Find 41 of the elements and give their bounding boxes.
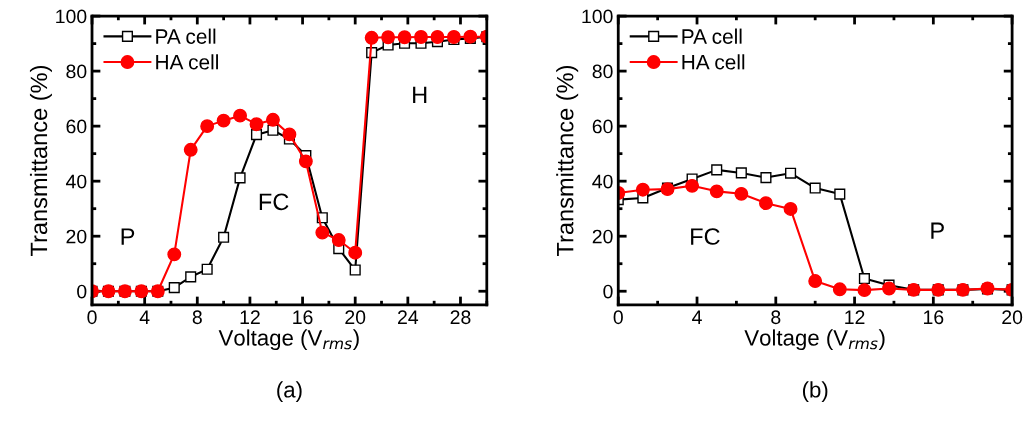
annotation: H: [413, 86, 427, 104]
x-axis-title: Voltage (V$_{rms}$): [218, 329, 359, 351]
y-tick-label: 100: [582, 9, 613, 24]
y-tick-label: 60: [66, 119, 87, 134]
y-tick-label: 20: [592, 229, 613, 244]
y-tick-label: 0: [603, 284, 613, 299]
y-tick-label: 80: [592, 64, 613, 79]
x-tick-label: 24: [398, 310, 419, 324]
x-tick-label: 12: [240, 310, 260, 324]
x-tick-label: 28: [450, 310, 471, 325]
x-tick-label: 20: [345, 310, 366, 325]
text: (b): [802, 381, 828, 402]
y-tick-label: 20: [66, 229, 87, 244]
y-axis-title: Transmittance (%): [29, 66, 52, 256]
x-tick-label: 16: [293, 310, 313, 325]
text: (a): [277, 381, 302, 402]
legend-label: PA cell: [682, 28, 742, 44]
annotation: P: [931, 222, 944, 239]
annotation: FC: [259, 193, 289, 211]
y-tick-label: 40: [65, 174, 87, 189]
y-tick-label: 40: [592, 174, 613, 189]
legend-label: HA cell: [156, 54, 218, 70]
y-tick-label: 100: [56, 9, 87, 24]
x-tick-label: 8: [771, 310, 781, 325]
x-tick-label: 4: [692, 310, 702, 324]
x-tick-label: 4: [139, 310, 150, 324]
annotation: FC: [691, 228, 720, 245]
y-axis-title: Transmittance (%): [556, 66, 579, 256]
y-tick-label: 0: [77, 284, 87, 299]
x-axis-title: Voltage (V$_{rms}$): [744, 329, 885, 351]
x-tick-label: 0: [87, 310, 97, 325]
y-tick-label: 60: [592, 119, 613, 134]
x-tick-label: 12: [845, 310, 865, 324]
x-tick-label: 0: [613, 310, 623, 325]
x-tick-label: 8: [192, 310, 202, 325]
annotation: P: [121, 228, 135, 245]
y-tick-label: 80: [66, 64, 87, 79]
x-tick-label: 20: [1002, 310, 1023, 325]
x-tick-label: 16: [924, 310, 944, 325]
legend-label: HA cell: [682, 54, 745, 70]
legend-label: PA cell: [156, 28, 216, 44]
